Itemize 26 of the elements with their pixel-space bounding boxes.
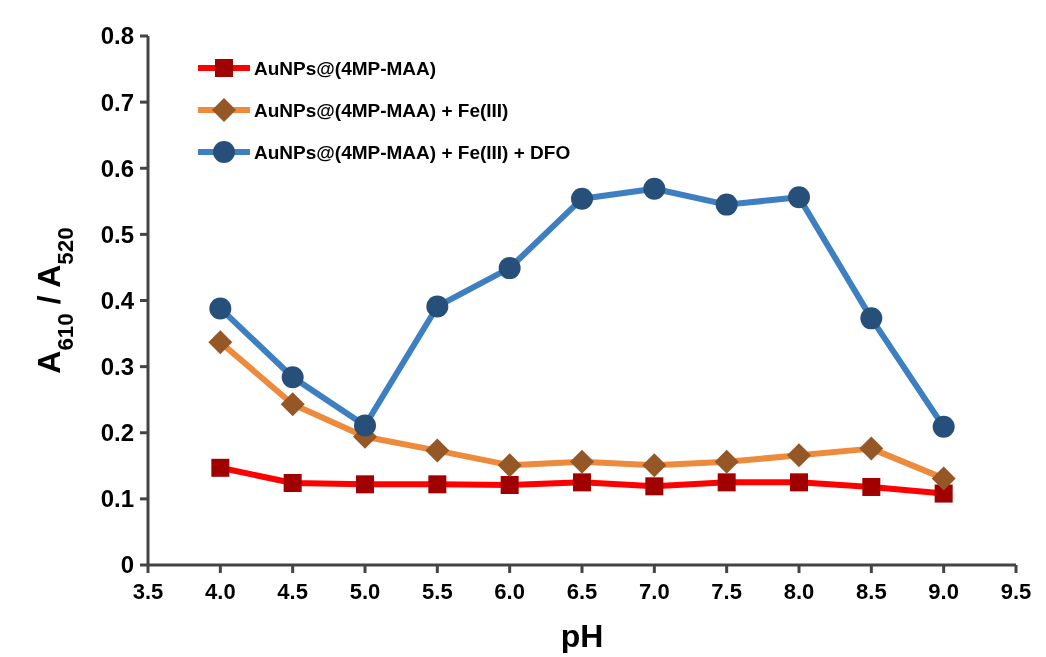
y-tick-label: 0.7 <box>100 88 134 116</box>
x-tick-label: 5.0 <box>349 579 381 604</box>
y-tick-label: 0.5 <box>100 220 134 248</box>
legend-label: AuNPs@(4MP-MAA) <box>254 57 437 79</box>
legend-label: AuNPs@(4MP-MAA) + Fe(III) + DFO <box>254 141 571 163</box>
y-tick-label: 0.3 <box>100 353 134 381</box>
y-tick-label: 0.4 <box>100 286 135 314</box>
x-tick-label: 6.0 <box>494 579 525 604</box>
x-axis-title: pH <box>560 618 604 654</box>
y-tick-label: 0 <box>120 551 134 579</box>
x-tick-label: 5.5 <box>422 579 453 604</box>
x-tick-label: 4.5 <box>277 579 308 604</box>
x-tick-label: 3.5 <box>132 579 164 604</box>
x-tick-label: 8.5 <box>856 579 887 604</box>
y-tick-label: 0.2 <box>100 419 134 447</box>
legend-label: AuNPs@(4MP-MAA) + Fe(III) <box>254 99 509 121</box>
x-tick-label: 9.0 <box>928 579 959 604</box>
x-tick-label: 4.0 <box>205 579 236 604</box>
x-tick-label: 7.5 <box>711 579 742 604</box>
x-tick-label: 9.5 <box>1000 579 1032 604</box>
y-tick-label: 0.8 <box>100 22 134 50</box>
x-tick-label: 6.5 <box>566 579 598 604</box>
y-tick-label: 0.1 <box>100 485 134 513</box>
x-tick-label: 7.0 <box>639 579 670 604</box>
x-tick-label: 8.0 <box>783 579 815 604</box>
y-tick-label: 0.6 <box>100 154 134 182</box>
